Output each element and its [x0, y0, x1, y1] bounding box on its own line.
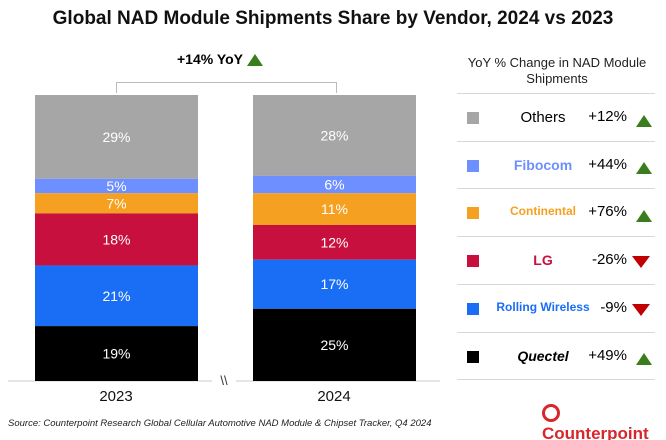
data-label: 28% [320, 127, 348, 143]
source-note: Source: Counterpoint Research Global Cel… [8, 418, 432, 429]
up-arrow-icon [632, 351, 652, 369]
down-arrow-icon [632, 303, 650, 321]
data-label: 7% [106, 195, 126, 211]
bar-segment [253, 95, 416, 176]
legend-title: YoY % Change in NAD Module Shipments [467, 55, 647, 86]
bar-segment [35, 178, 198, 194]
bar-segment [253, 259, 416, 309]
legend-swatch [467, 350, 479, 363]
data-label: 11% [321, 201, 348, 217]
data-label: 6% [324, 177, 344, 193]
data-label: 17% [320, 276, 348, 292]
yoy-label: +14% YoY [176, 51, 244, 67]
logo-text: Counterpoint [542, 424, 649, 440]
bar-segment [35, 95, 198, 179]
counterpoint-logo-icon [542, 404, 560, 422]
legend-yoy-value: +76% [588, 203, 627, 221]
legend-item: Continental +76% [457, 188, 655, 236]
legend-item: LG -26% [457, 236, 655, 284]
bar-segment [253, 193, 416, 225]
counterpoint-logo: Counterpoint [542, 404, 666, 440]
down-arrow-icon [632, 255, 650, 273]
bar-segment [35, 213, 198, 266]
up-arrow-icon [247, 54, 264, 67]
legend-label: Fibocom [513, 156, 573, 173]
bar-segment [35, 193, 198, 214]
up-arrow-icon [632, 207, 652, 225]
bar-segment [35, 265, 198, 327]
legend-swatch [467, 207, 479, 220]
legend-swatch [467, 255, 479, 268]
legend-label: Others [520, 109, 566, 126]
bar-segment [253, 175, 416, 194]
data-label: 19% [102, 346, 130, 362]
yoy-bracket [116, 82, 337, 93]
legend-yoy-value: +44% [588, 155, 627, 173]
legend-item: Others +12% [457, 93, 655, 141]
axis-break: \\ [220, 373, 228, 388]
up-arrow-icon [632, 112, 652, 130]
data-label: 18% [102, 231, 130, 247]
legend-swatch [467, 302, 479, 315]
legend-swatch [467, 112, 479, 124]
legend-item: Quectel +49% [457, 331, 655, 380]
legend-yoy-value: -26% [591, 251, 627, 269]
legend-yoy-value: +49% [588, 346, 627, 364]
chart-title: Global NAD Module Shipments Share by Ven… [52, 8, 614, 29]
legend-swatch [467, 159, 479, 172]
bar-segment [35, 326, 198, 381]
data-label: 5% [106, 178, 126, 194]
data-label: 12% [320, 234, 348, 250]
legend-divider [457, 379, 655, 381]
data-label: 21% [102, 288, 130, 304]
legend-label: Quectel [517, 347, 569, 364]
legend-item: Rolling Wireless -9% [457, 283, 655, 332]
bar-segment [253, 225, 416, 260]
data-label: 25% [320, 337, 348, 353]
legend-yoy-value: +12% [588, 108, 627, 125]
legend-yoy-value: -9% [600, 298, 627, 316]
data-label: 29% [102, 129, 130, 145]
bar-plot: \\ 29% 5%7% 18% 21% 19% 28% 6% 11% 12% 17% 25% [8, 95, 440, 388]
legend-label: Rolling Wireless [496, 299, 590, 314]
legend-label: Continental [510, 204, 576, 219]
bar-segment [253, 308, 416, 381]
yoy-annotation: +14% YoY [150, 51, 290, 67]
up-arrow-icon [632, 160, 652, 178]
legend-label: LG [533, 252, 553, 269]
x-tick-label: 2023 [99, 388, 133, 405]
legend-item: Fibocom +44% [457, 140, 655, 189]
x-tick-label: 2024 [317, 388, 351, 405]
